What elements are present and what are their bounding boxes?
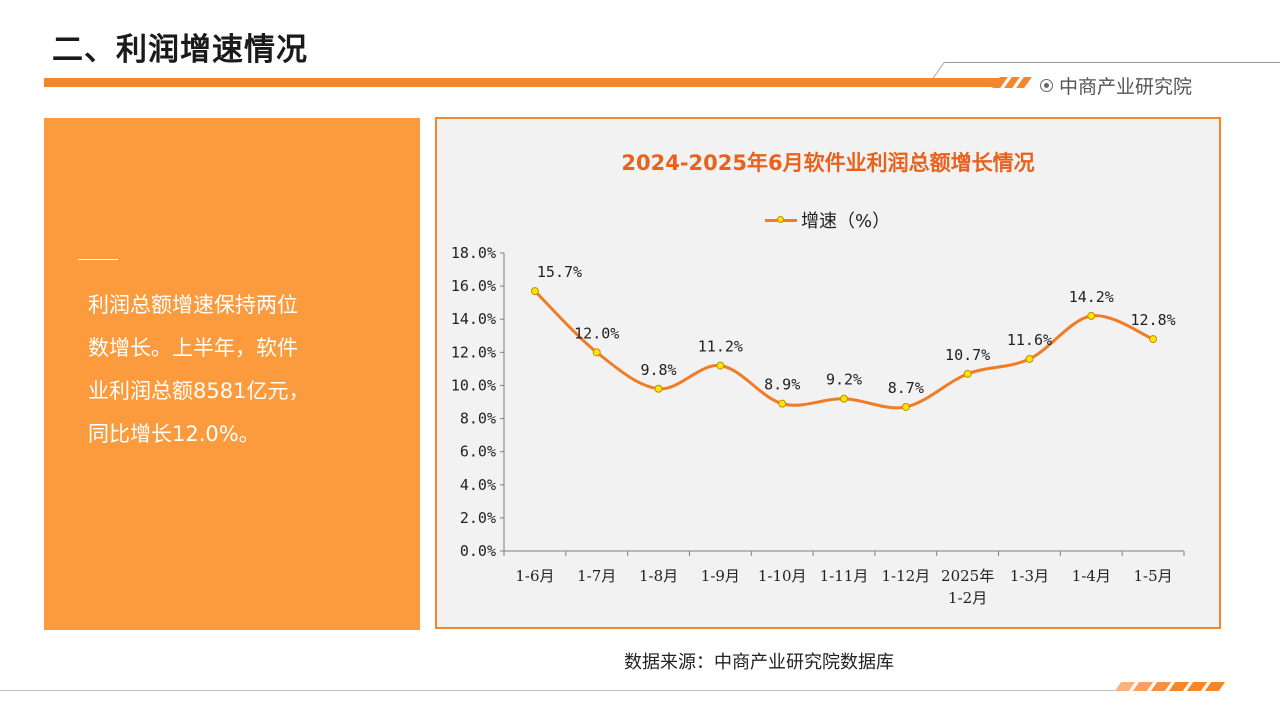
x-tick-label: 1-3月	[1010, 567, 1049, 585]
data-point	[778, 399, 787, 408]
data-label: 12.0%	[574, 324, 619, 342]
data-label: 11.2%	[698, 338, 743, 356]
data-point	[1149, 335, 1158, 344]
data-label: 15.7%	[537, 263, 582, 281]
x-tick-label: 1-5月	[1134, 567, 1173, 585]
data-source: 数据来源：中商产业研究院数据库	[624, 652, 894, 673]
x-tick-label: 1-2月	[948, 589, 987, 607]
brand-logo-icon	[1040, 79, 1053, 92]
data-point	[963, 369, 972, 378]
header-accent-bar	[44, 78, 1000, 87]
summary-line: 同比增长12.0%。	[88, 422, 260, 446]
summary-line: 数增长。上半年，软件	[88, 336, 298, 360]
x-tick-label: 1-6月	[515, 567, 554, 585]
y-tick-label: 6.0%	[460, 443, 496, 461]
data-point	[716, 361, 725, 370]
line-chart: 0.0% 2.0% 4.0% 6.0% 8.0% 10.0% 12.0% 14.0% 16.0%…	[451, 244, 1185, 607]
header-rule	[944, 62, 1280, 63]
data-point	[654, 384, 663, 393]
data-point	[1025, 354, 1034, 363]
data-point	[530, 287, 539, 296]
y-tick-label: 14.0%	[451, 310, 496, 328]
legend-line-icon	[765, 215, 797, 223]
x-tick-label: 1-4月	[1072, 567, 1111, 585]
x-tick-label: 1-8月	[639, 567, 678, 585]
data-label: 8.7%	[888, 379, 924, 397]
y-tick-label: 12.0%	[451, 343, 496, 361]
data-point	[592, 348, 601, 357]
chart-legend: 增速（%）	[765, 207, 890, 233]
data-point	[840, 394, 848, 403]
footer-rule	[0, 690, 1120, 691]
page-title: 二、利润增速情况	[52, 32, 308, 68]
summary-panel: 利润总额增速保持两位 数增长。上半年，软件 业利润总额8581亿元， 同比增长1…	[44, 118, 420, 630]
y-tick-label: 10.0%	[451, 376, 496, 394]
y-tick-label: 4.0%	[460, 476, 496, 494]
chart-title: 2024-2025年6月软件业利润总额增长情况	[621, 151, 1035, 175]
legend-label: 增速（%）	[801, 211, 891, 232]
series-line	[533, 290, 1154, 410]
data-label: 11.6%	[1007, 331, 1052, 349]
x-tick-label: 1-11月	[820, 567, 869, 585]
x-tick-label: 2025年	[941, 567, 994, 585]
data-point	[901, 402, 910, 411]
summary-line: 利润总额增速保持两位	[88, 293, 298, 317]
data-label: 10.7%	[945, 346, 990, 364]
y-tick-label: 18.0%	[451, 244, 496, 262]
data-label: 14.2%	[1069, 288, 1114, 306]
data-label: 9.8%	[640, 361, 676, 379]
data-label: 8.9%	[764, 376, 800, 394]
x-tick-label: 1-10月	[758, 567, 807, 585]
y-tick-label: 2.0%	[460, 509, 496, 527]
y-tick-label: 8.0%	[460, 410, 496, 428]
summary-text: 利润总额增速保持两位 数增长。上半年，软件 业利润总额8581亿元， 同比增长1…	[88, 284, 358, 456]
brand-name: 中商产业研究院	[1059, 76, 1193, 98]
y-tick-label: 16.0%	[451, 277, 496, 295]
data-label: 9.2%	[826, 371, 862, 389]
x-tick-label: 1-7月	[577, 567, 616, 585]
x-tick-label: 1-9月	[701, 567, 740, 585]
brand: 中商产业研究院	[1040, 72, 1192, 99]
data-label: 12.8%	[1131, 311, 1176, 329]
summary-divider	[78, 259, 118, 260]
y-tick-label: 0.0%	[460, 542, 496, 560]
data-point	[1087, 311, 1096, 320]
chart-container: 2024-2025年6月软件业利润总额增长情况 增速（%） 0.0% 2.0% 4.…	[435, 117, 1221, 629]
summary-line: 业利润总额8581亿元，	[88, 379, 310, 403]
x-tick-label: 1-12月	[881, 567, 930, 585]
